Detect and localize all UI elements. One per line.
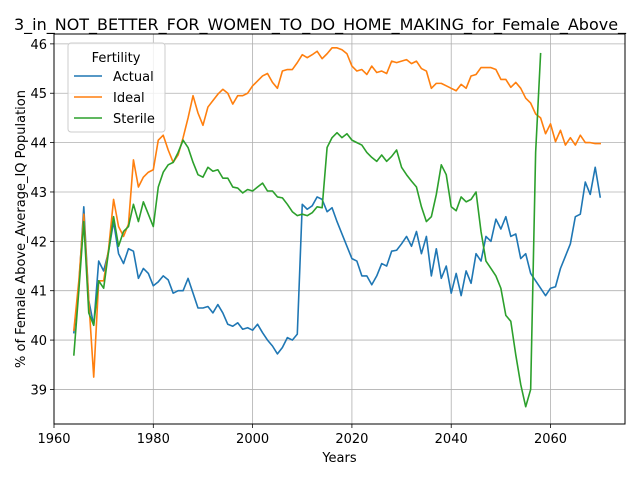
y-tick-label: 41 xyxy=(30,285,47,300)
x-tick-label: 2040 xyxy=(435,432,468,447)
x-tick-label: 1960 xyxy=(37,432,70,447)
series-line-sterile xyxy=(73,52,542,408)
legend-title: Fertility xyxy=(92,51,141,66)
grid-lines xyxy=(53,34,625,424)
x-axis-ticks: 1960 1980 2000 2020 2040 2060 xyxy=(37,424,567,447)
y-tick-label: 45 xyxy=(30,87,47,102)
legend-label-actual: Actual xyxy=(113,70,154,85)
y-axis-label: % of Female Above_Average_IQ Population xyxy=(14,90,29,368)
plot-area-frame xyxy=(53,33,626,425)
legend: Fertility Actual Ideal Sterile xyxy=(67,42,166,133)
y-axis-ticks: 39 40 41 42 43 44 45 46 xyxy=(30,38,54,398)
series-line-ideal xyxy=(72,47,601,378)
legend-box xyxy=(67,42,166,133)
y-tick-label: 44 xyxy=(30,137,47,152)
y-tick-label: 40 xyxy=(30,334,47,349)
y-tick-label: 39 xyxy=(30,383,47,398)
y-tick-label: 42 xyxy=(30,235,47,250)
y-tick-label: 46 xyxy=(30,38,47,53)
legend-label-ideal: Ideal xyxy=(113,91,145,106)
x-tick-label: 2000 xyxy=(236,432,269,447)
x-axis-label: Years xyxy=(321,451,357,466)
x-tick-label: 1980 xyxy=(137,432,170,447)
x-tick-label: 2060 xyxy=(534,432,567,447)
series-line-actual xyxy=(72,166,602,355)
series-lines xyxy=(72,47,602,408)
legend-label-sterile: Sterile xyxy=(113,112,155,127)
chart-title: 3_in_NOT_BETTER_FOR_WOMEN_TO_DO_HOME_MAK… xyxy=(14,15,627,35)
y-tick-label: 43 xyxy=(30,186,47,201)
x-tick-label: 2020 xyxy=(335,432,368,447)
